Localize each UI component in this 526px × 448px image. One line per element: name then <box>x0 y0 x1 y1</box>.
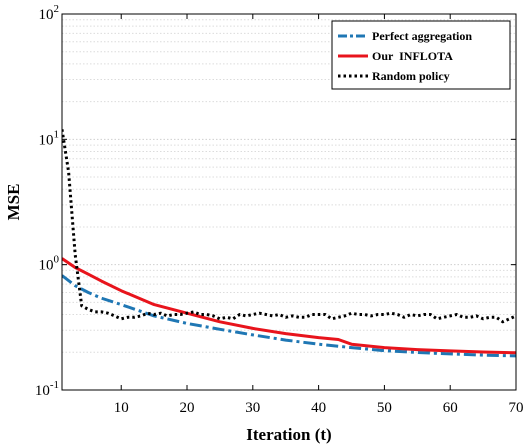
y-tick-label: 100 <box>39 254 60 274</box>
y-tick-label: 102 <box>39 3 60 23</box>
y-tick-labels: 10-1 100 101 102 <box>35 3 60 399</box>
y-tick-label: 10-1 <box>35 379 59 399</box>
x-tick-labels: 10 20 30 40 50 60 70 <box>114 400 524 416</box>
legend-label: Random policy <box>372 69 450 83</box>
y-tick-label: 101 <box>39 128 60 148</box>
plot-frame <box>61 13 517 391</box>
x-tick-label: 40 <box>311 400 326 416</box>
series-group <box>62 129 516 358</box>
series-line-random-policy <box>62 129 516 324</box>
x-tick-label: 30 <box>245 400 260 416</box>
x-tick-label: 60 <box>443 400 458 416</box>
axis-ticks <box>62 13 517 391</box>
x-axis-label: Iteration (t) <box>246 425 331 444</box>
x-tick-label: 20 <box>180 400 195 416</box>
y-axis-label: MSE <box>4 184 23 221</box>
x-tick-label: 50 <box>377 400 392 416</box>
series-line-perfect-aggregation <box>62 274 516 358</box>
series-line-our-inflota <box>62 257 516 355</box>
x-tick-label: 70 <box>509 400 524 416</box>
legend: Perfect aggregation Our INFLOTA Random pol… <box>331 20 511 90</box>
x-tick-label: 10 <box>114 400 129 416</box>
legend-label: Our INFLOTA <box>372 49 453 63</box>
legend-label: Perfect aggregation <box>372 29 472 43</box>
